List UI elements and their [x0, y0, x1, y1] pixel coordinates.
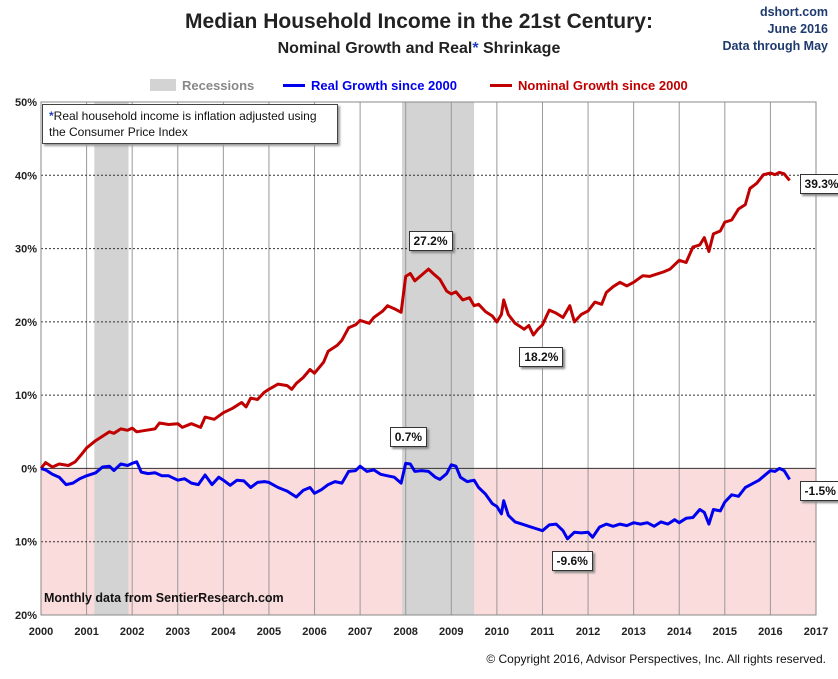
value-callout: 27.2% [408, 231, 453, 252]
x-tick-label: 2001 [74, 626, 98, 638]
y-tick-label: 30% [15, 244, 37, 256]
x-tick-label: 2000 [29, 626, 53, 638]
x-tick-label: 2017 [804, 626, 828, 638]
nominal-line-swatch [490, 83, 512, 87]
y-tick-label: 20% [15, 317, 37, 329]
legend-nominal-label: Nominal Growth since 2000 [518, 77, 688, 93]
value-callout: -1.5% [799, 481, 838, 502]
note-text: Real household income is inflation adjus… [49, 109, 317, 139]
y-tick-label: 40% [15, 170, 37, 182]
publish-date: June 2016 [767, 22, 828, 36]
x-tick-label: 2012 [576, 626, 600, 638]
chart-subtitle: Nominal Growth and Real* Shrinkage [0, 40, 838, 58]
copyright: © Copyright 2016, Advisor Perspectives, … [486, 652, 826, 666]
data-through: Data through May [722, 39, 828, 53]
x-tick-label: 2004 [211, 626, 236, 638]
legend-real-label: Real Growth since 2000 [311, 77, 457, 93]
legend-nominal: Nominal Growth since 2000 [490, 76, 688, 94]
recession-band-0 [94, 102, 129, 615]
site-name: dshort.com [759, 5, 828, 19]
x-tick-label: 2013 [621, 626, 645, 638]
y-tick-label: 20% [15, 610, 37, 622]
recession-swatch [150, 79, 176, 91]
real-line-swatch [283, 83, 305, 87]
x-tick-label: 2009 [439, 626, 463, 638]
legend-real: Real Growth since 2000 [283, 76, 457, 94]
nominal-growth-line [39, 170, 791, 470]
subtitle-text-end: Shrinkage [478, 40, 561, 57]
y-tick-label: 50% [15, 97, 37, 109]
value-callout: 18.2% [519, 347, 564, 368]
x-tick-label: 2007 [348, 626, 372, 638]
value-callout: 39.3% [799, 174, 838, 195]
legend-recessions-label: Recessions [182, 77, 255, 93]
x-tick-label: 2006 [302, 626, 326, 638]
x-tick-label: 2005 [257, 626, 281, 638]
x-tick-label: 2011 [531, 626, 555, 638]
y-tick-label: 0% [21, 463, 37, 475]
legend-recessions: Recessions [150, 76, 254, 94]
inflation-note: *Real household income is inflation adju… [42, 104, 338, 144]
x-tick-label: 2015 [713, 626, 737, 638]
y-tick-label: 10% [15, 390, 37, 402]
x-tick-label: 2002 [120, 626, 144, 638]
value-callout: -9.6% [551, 550, 593, 571]
x-tick-label: 2014 [667, 626, 692, 638]
source-info: dshort.com June 2016 Data through May [722, 4, 828, 55]
y-tick-label: 10% [15, 537, 37, 549]
subtitle-text: Nominal Growth and Real [277, 40, 473, 57]
subtitle-asterisk: * [472, 40, 479, 57]
chart-title: Median Household Income in the 21st Cent… [185, 10, 653, 33]
plot-frame [40, 101, 817, 616]
x-tick-label: 2008 [393, 626, 417, 638]
real-growth-line [40, 460, 791, 541]
data-source: Monthly data from SentierResearch.com [44, 591, 284, 605]
x-tick-label: 2003 [166, 626, 190, 638]
note-asterisk: * [49, 109, 54, 123]
recession-band-1 [402, 102, 475, 615]
x-tick-label: 2016 [758, 626, 782, 638]
x-tick-label: 2010 [485, 626, 509, 638]
value-callout: 0.7% [389, 427, 428, 448]
